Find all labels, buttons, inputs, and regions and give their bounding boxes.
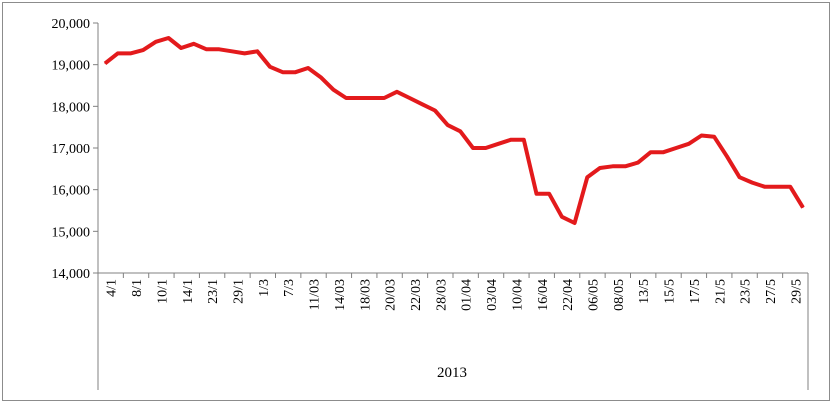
x-tick-label: 21/5 (713, 279, 728, 304)
x-tick-label: 01/04 (460, 279, 475, 311)
data-point (155, 41, 157, 43)
data-point (599, 167, 601, 169)
series-line (103, 36, 805, 225)
data-point (180, 47, 182, 49)
data-point (751, 182, 753, 184)
x-tick-label: 20/03 (384, 279, 399, 311)
x-tick-label: 13/5 (637, 279, 652, 304)
y-tick-label: 15,000 (52, 225, 91, 240)
x-axis: 4/1 8/1 10/1 14/1 23/1 29/1 1/3 7/3 11/03 14/03 18… (97, 272, 809, 390)
x-tick-label: 11/03 (308, 279, 323, 310)
data-point (637, 162, 639, 164)
data-point (561, 216, 563, 218)
x-axis-label: 2013 (437, 365, 467, 381)
data-point (612, 165, 614, 167)
data-point (320, 76, 322, 78)
data-point (282, 71, 284, 73)
data-point (218, 48, 220, 50)
data-point (396, 91, 398, 93)
data-point (421, 103, 423, 105)
y-tick-label: 19,000 (52, 59, 91, 74)
x-tick-label: 23/5 (739, 279, 754, 304)
data-point (713, 136, 715, 138)
data-point (409, 97, 411, 99)
y-tick-label: 17,000 (52, 142, 91, 157)
data-point (472, 147, 474, 149)
data-point (459, 130, 461, 132)
data-point (168, 37, 169, 39)
x-tick-label: 14/03 (333, 279, 348, 311)
x-tick-label: 18/03 (358, 279, 373, 311)
data-point (675, 147, 677, 149)
data-point (523, 139, 525, 141)
data-point (129, 52, 131, 54)
x-tick-label: 03/04 (485, 279, 500, 311)
data-point (701, 135, 702, 136)
data-point (345, 97, 347, 99)
x-tick-label: 7/3 (282, 279, 297, 297)
data-point (104, 62, 106, 64)
y-tick-label: 16,000 (52, 184, 91, 199)
x-tick-label: 14/1 (181, 279, 196, 304)
data-point (117, 52, 119, 54)
x-tick-label: 28/03 (434, 279, 449, 311)
data-point (536, 193, 537, 195)
x-tick-label: 17/5 (688, 279, 703, 304)
data-point (789, 186, 791, 188)
data-point (358, 97, 360, 99)
chart-frame (2, 2, 830, 401)
data-point (497, 143, 499, 145)
data-point (142, 49, 144, 51)
data-point (726, 155, 728, 157)
data-point (307, 67, 309, 69)
y-tick-label: 18,000 (52, 100, 91, 115)
data-point (688, 143, 690, 145)
x-tick-label: 29/5 (789, 279, 804, 304)
data-point (383, 97, 385, 99)
data-point (447, 124, 449, 126)
data-point (802, 207, 804, 209)
data-point (332, 89, 334, 91)
y-tick-label: 14,000 (52, 267, 91, 282)
x-tick-label: 06/05 (586, 279, 601, 311)
x-tick-label: 22/04 (561, 279, 576, 311)
data-point (371, 97, 372, 99)
x-tick-label: 10/1 (155, 279, 170, 304)
x-tick-label: 23/1 (206, 279, 221, 304)
data-point (485, 147, 487, 149)
data-point (294, 71, 296, 73)
data-point (206, 48, 207, 50)
data-point (574, 222, 576, 224)
x-tick-label: 08/05 (612, 279, 627, 311)
x-tick-label: 10/04 (510, 279, 525, 311)
y-tick-label: 20,000 (52, 17, 91, 32)
x-tick-label: 1/3 (257, 279, 272, 297)
series-layer (103, 36, 805, 225)
data-point (193, 43, 195, 45)
x-tick-label: 22/03 (409, 279, 424, 311)
data-point (434, 110, 436, 111)
data-point (650, 151, 652, 153)
data-point (244, 52, 246, 54)
data-point (739, 176, 740, 178)
x-tick-label: 4/1 (105, 279, 120, 297)
x-tick-label: 8/1 (130, 279, 145, 297)
data-point (231, 50, 233, 52)
data-point (624, 165, 626, 167)
x-tick-label: 16/04 (536, 279, 551, 311)
data-point (269, 66, 271, 68)
y-axis: 14,000 15,000 16,000 17,000 18,000 19,000 20,0… (52, 17, 99, 390)
data-point (256, 50, 258, 52)
data-point (662, 151, 664, 153)
data-point (764, 186, 766, 188)
x-tick-label: 27/5 (764, 279, 779, 304)
x-tick-label: 15/5 (663, 279, 678, 304)
x-tick-label: 29/1 (231, 279, 246, 304)
data-point (548, 193, 550, 195)
data-point (777, 186, 779, 188)
data-point (510, 139, 512, 141)
data-point (586, 176, 588, 178)
